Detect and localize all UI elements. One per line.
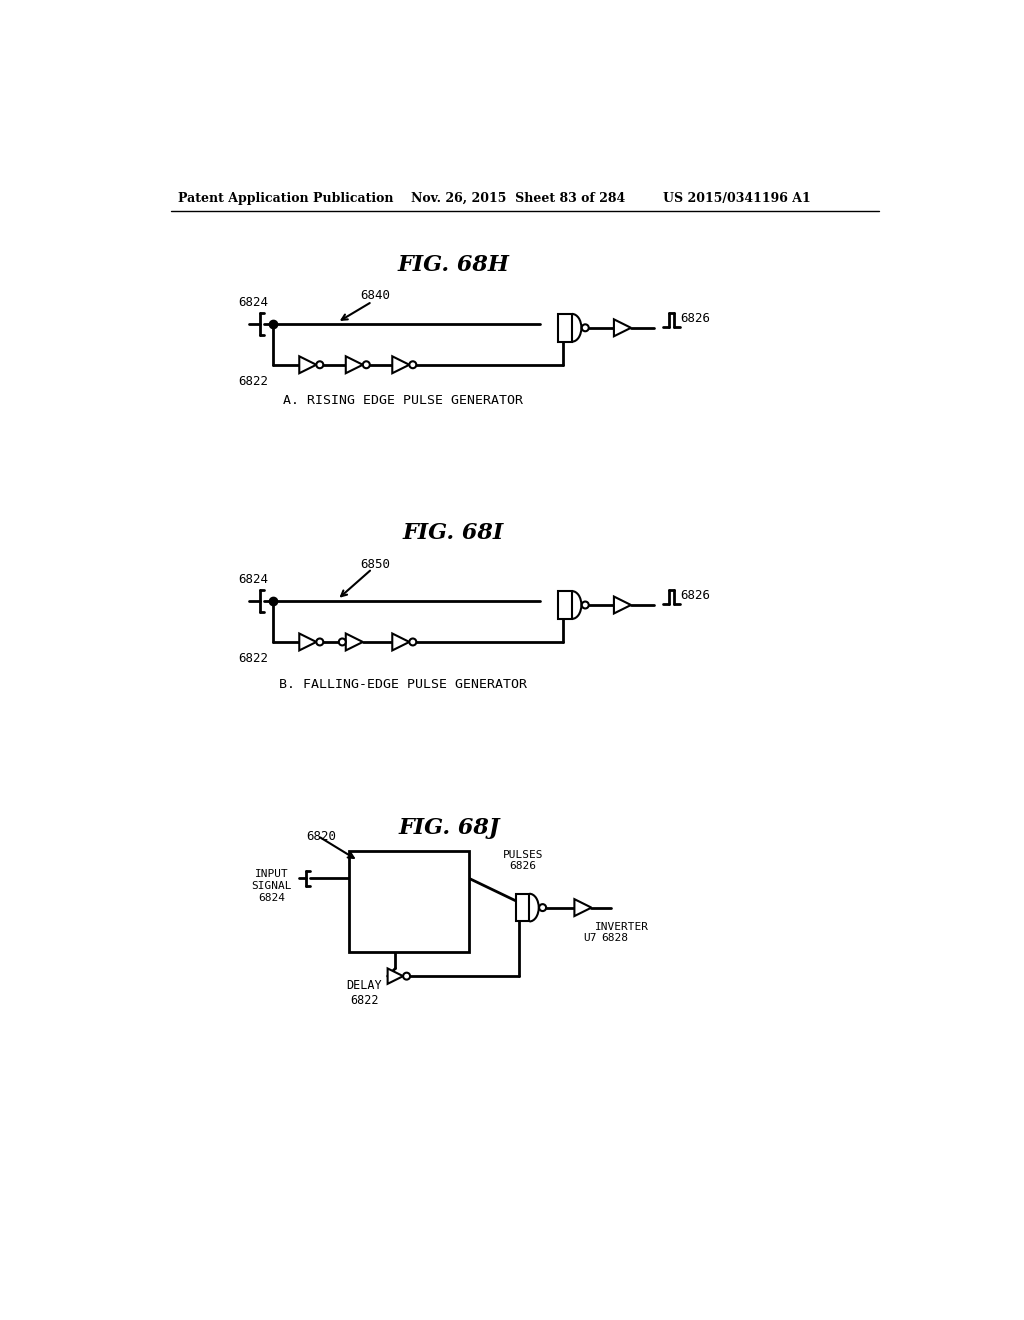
Text: 6824: 6824 (239, 573, 268, 586)
Text: FIG. 68J: FIG. 68J (399, 817, 501, 840)
Text: 6826: 6826 (681, 312, 711, 325)
Bar (515, 894, 529, 921)
Polygon shape (572, 591, 582, 619)
Polygon shape (388, 969, 403, 983)
Bar (558, 591, 572, 619)
Text: 6826: 6826 (681, 589, 711, 602)
Text: INVERTER: INVERTER (595, 921, 649, 932)
Text: US 2015/0341196 A1: US 2015/0341196 A1 (663, 191, 811, 205)
Text: A. RISING EDGE PULSE GENERATOR: A. RISING EDGE PULSE GENERATOR (283, 395, 523, 408)
Text: 6824: 6824 (239, 296, 268, 309)
Text: INPUT
SIGNAL
6824: INPUT SIGNAL 6824 (251, 869, 292, 903)
Polygon shape (299, 634, 316, 651)
Circle shape (403, 973, 410, 979)
Circle shape (410, 639, 417, 645)
Circle shape (339, 639, 346, 645)
Text: 6820: 6820 (306, 829, 336, 842)
Circle shape (410, 362, 417, 368)
Polygon shape (346, 634, 362, 651)
Polygon shape (529, 894, 539, 921)
Polygon shape (299, 356, 316, 374)
Text: DELAY
6822: DELAY 6822 (346, 979, 382, 1007)
Text: Patent Application Publication: Patent Application Publication (178, 191, 394, 205)
Text: 6828: 6828 (601, 933, 628, 944)
Polygon shape (574, 899, 592, 916)
Circle shape (316, 639, 324, 645)
Text: 6840: 6840 (360, 289, 390, 302)
Polygon shape (346, 356, 362, 374)
Circle shape (362, 362, 370, 368)
Polygon shape (392, 634, 410, 651)
Circle shape (582, 325, 589, 331)
Text: Nov. 26, 2015  Sheet 83 of 284: Nov. 26, 2015 Sheet 83 of 284 (411, 191, 625, 205)
Text: B. FALLING-EDGE PULSE GENERATOR: B. FALLING-EDGE PULSE GENERATOR (280, 677, 527, 690)
Text: 6822: 6822 (239, 375, 268, 388)
Circle shape (540, 904, 546, 911)
Bar (349, 851, 469, 952)
Polygon shape (614, 597, 631, 614)
Text: U7: U7 (584, 933, 597, 944)
Text: 6822: 6822 (239, 652, 268, 665)
Text: 6850: 6850 (360, 557, 390, 570)
Polygon shape (392, 356, 410, 374)
Text: FIG. 68H: FIG. 68H (397, 253, 509, 276)
Circle shape (316, 362, 324, 368)
Bar (558, 314, 572, 342)
Text: FIG. 68I: FIG. 68I (402, 523, 504, 544)
Text: PULSES
6826: PULSES 6826 (503, 850, 544, 871)
Circle shape (582, 602, 589, 609)
Polygon shape (572, 314, 582, 342)
Polygon shape (614, 319, 631, 337)
